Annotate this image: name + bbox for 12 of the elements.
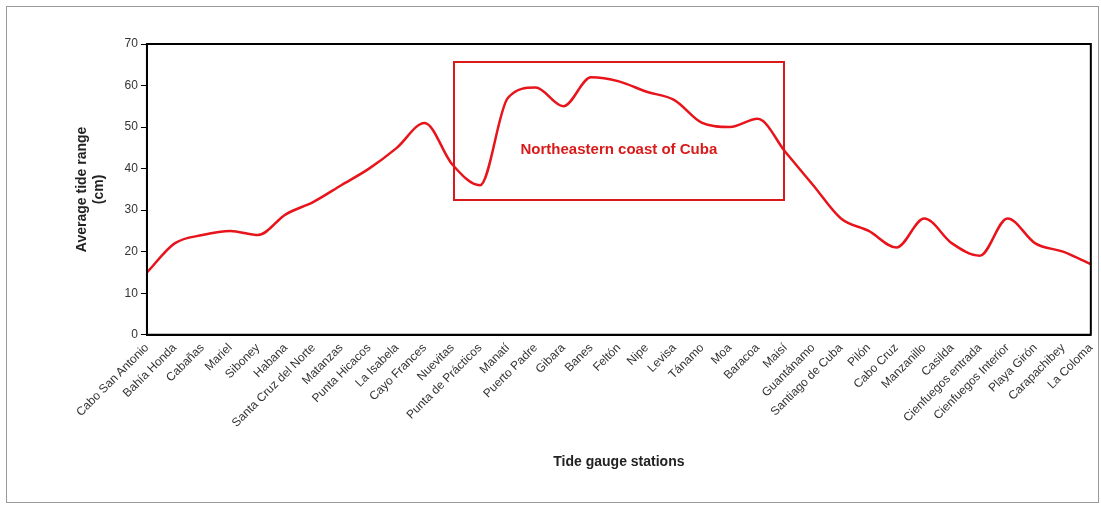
x-axis-title: Tide gauge stations <box>553 453 685 470</box>
y-tick-label: 50 <box>124 119 139 134</box>
line-series <box>145 75 1093 274</box>
y-axis-title: Average tide range (cm) <box>73 126 107 253</box>
y-tick-label: 70 <box>124 36 139 51</box>
y-tick-label: 40 <box>124 160 139 175</box>
y-tick-label: 0 <box>131 327 139 342</box>
y-tick-label: 30 <box>124 202 139 217</box>
y-tick-label: 60 <box>124 77 139 92</box>
annotation: Northeastern coast of Cuba <box>520 140 718 158</box>
y-tick-label: 20 <box>124 244 139 259</box>
y-tick-label: 10 <box>124 285 139 300</box>
